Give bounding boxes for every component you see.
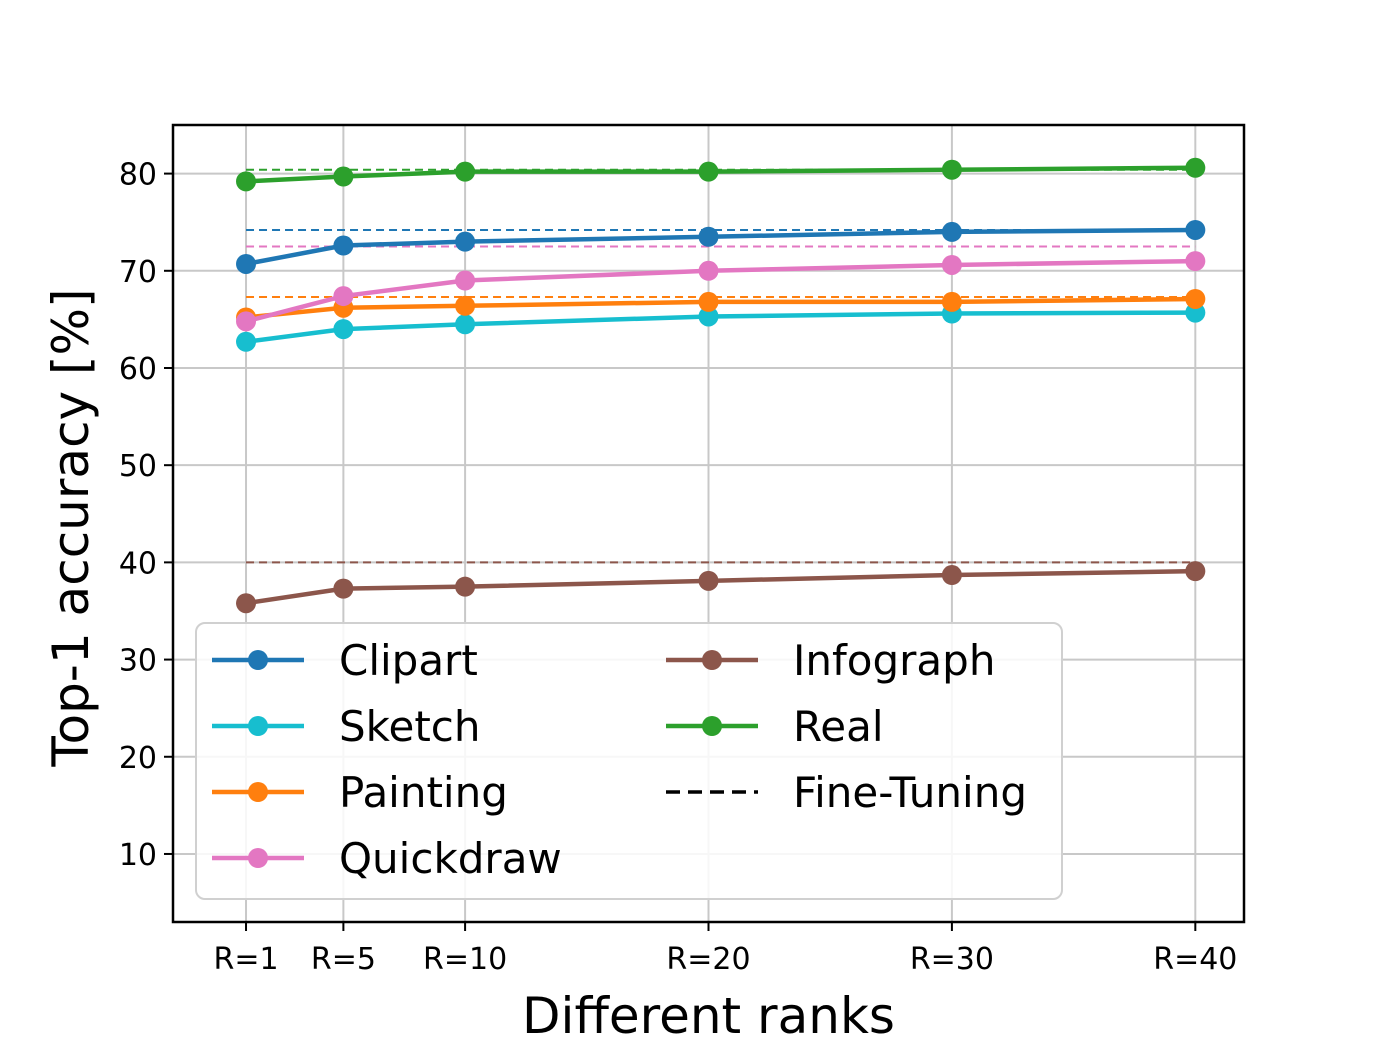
legend-label-real: Real bbox=[793, 702, 884, 751]
point-sketch-r-5 bbox=[333, 319, 354, 340]
series-painting bbox=[236, 288, 1206, 328]
legend: Clipart Sketch Painting Quickdraw Infograph R… bbox=[195, 622, 1063, 900]
legend-marker-quickdraw bbox=[248, 848, 268, 868]
x-tick-label-r-30: R=30 bbox=[910, 942, 994, 977]
x-tick-label-r-10: R=10 bbox=[423, 942, 507, 977]
legend-label-fine-tuning: Fine-Tuning bbox=[793, 768, 1027, 817]
legend-box bbox=[195, 622, 1063, 900]
series-sketch bbox=[236, 302, 1206, 352]
point-real-r-10 bbox=[455, 161, 476, 182]
legend-marker-painting bbox=[248, 782, 268, 802]
legend-marker-sketch bbox=[248, 716, 268, 736]
point-real-r-5 bbox=[333, 166, 354, 187]
point-real-r-40 bbox=[1185, 157, 1206, 178]
y-tick-label-20: 20 bbox=[119, 741, 157, 776]
legend-marker-real bbox=[702, 716, 722, 736]
point-clipart-r-30 bbox=[941, 221, 962, 242]
legend-item-real: Real bbox=[666, 702, 884, 751]
point-infograph-r-1 bbox=[236, 593, 257, 614]
x-axis-label: Different ranks bbox=[522, 987, 895, 1038]
point-infograph-r-20 bbox=[698, 570, 719, 591]
x-ticks: R=1 R=5 R=10 R=20 R=30 R=40 bbox=[213, 922, 1237, 977]
point-clipart-r-20 bbox=[698, 226, 719, 247]
series-line-infograph bbox=[245, 568, 1196, 606]
point-clipart-r-5 bbox=[333, 235, 354, 256]
point-painting-r-30 bbox=[941, 291, 962, 312]
fine-tuning-lines bbox=[246, 168, 1196, 564]
legend-item-fine-tuning: Fine-Tuning bbox=[666, 768, 1027, 817]
legend-item-sketch: Sketch bbox=[212, 702, 481, 751]
y-tick-label-50: 50 bbox=[119, 449, 157, 484]
point-quickdraw-r-1 bbox=[236, 311, 257, 332]
y-tick-label-30: 30 bbox=[119, 644, 157, 679]
point-painting-r-40 bbox=[1185, 288, 1206, 309]
legend-item-clipart: Clipart bbox=[212, 636, 478, 685]
legend-marker-infograph bbox=[702, 650, 722, 670]
point-infograph-r-5 bbox=[333, 578, 354, 599]
series-line-sketch bbox=[245, 310, 1196, 344]
series-real bbox=[236, 157, 1206, 192]
point-real-r-20 bbox=[698, 161, 719, 182]
series-infograph bbox=[236, 561, 1206, 614]
y-axis-label: Top-1 accuracy [%] bbox=[42, 288, 100, 767]
point-quickdraw-r-40 bbox=[1185, 251, 1206, 272]
legend-label-quickdraw: Quickdraw bbox=[339, 834, 562, 883]
x-tick-label-r-1: R=1 bbox=[213, 942, 278, 977]
point-real-r-1 bbox=[236, 171, 257, 192]
series-line-painting bbox=[245, 296, 1196, 320]
point-clipart-r-40 bbox=[1185, 219, 1206, 240]
y-tick-label-10: 10 bbox=[119, 838, 157, 873]
legend-label-painting: Painting bbox=[339, 768, 508, 817]
legend-item-quickdraw: Quickdraw bbox=[212, 834, 562, 883]
series-line-real bbox=[245, 165, 1196, 184]
legend-item-infograph: Infograph bbox=[666, 636, 995, 685]
y-tick-label-80: 80 bbox=[119, 158, 157, 193]
x-tick-label-r-40: R=40 bbox=[1153, 942, 1237, 977]
point-painting-r-10 bbox=[455, 295, 476, 316]
point-sketch-r-10 bbox=[455, 314, 476, 335]
y-tick-label-60: 60 bbox=[119, 352, 157, 387]
point-quickdraw-r-30 bbox=[941, 254, 962, 275]
point-quickdraw-r-20 bbox=[698, 260, 719, 281]
point-sketch-r-1 bbox=[236, 331, 257, 352]
point-sketch-r-20 bbox=[698, 306, 719, 327]
series-quickdraw bbox=[236, 251, 1206, 332]
point-infograph-r-40 bbox=[1185, 561, 1206, 582]
x-tick-label-r-5: R=5 bbox=[311, 942, 376, 977]
series-line-clipart bbox=[245, 227, 1196, 267]
legend-marker-clipart bbox=[248, 650, 268, 670]
y-ticks: 10 20 30 40 50 60 70 80 bbox=[119, 158, 173, 873]
point-clipart-r-1 bbox=[236, 253, 257, 274]
series-clipart bbox=[236, 219, 1206, 274]
series-line-quickdraw bbox=[245, 258, 1196, 324]
point-quickdraw-r-10 bbox=[455, 270, 476, 291]
y-tick-label-70: 70 bbox=[119, 255, 157, 290]
legend-label-clipart: Clipart bbox=[339, 636, 478, 685]
point-clipart-r-10 bbox=[455, 231, 476, 252]
y-tick-label-40: 40 bbox=[119, 546, 157, 581]
point-quickdraw-r-5 bbox=[333, 286, 354, 307]
point-infograph-r-30 bbox=[941, 565, 962, 586]
x-tick-label-r-20: R=20 bbox=[666, 942, 750, 977]
legend-label-infograph: Infograph bbox=[793, 636, 995, 685]
series-lines bbox=[236, 157, 1206, 614]
point-painting-r-20 bbox=[698, 291, 719, 312]
legend-label-sketch: Sketch bbox=[339, 702, 481, 751]
legend-item-painting: Painting bbox=[212, 768, 508, 817]
point-infograph-r-10 bbox=[455, 576, 476, 597]
point-real-r-30 bbox=[941, 159, 962, 180]
